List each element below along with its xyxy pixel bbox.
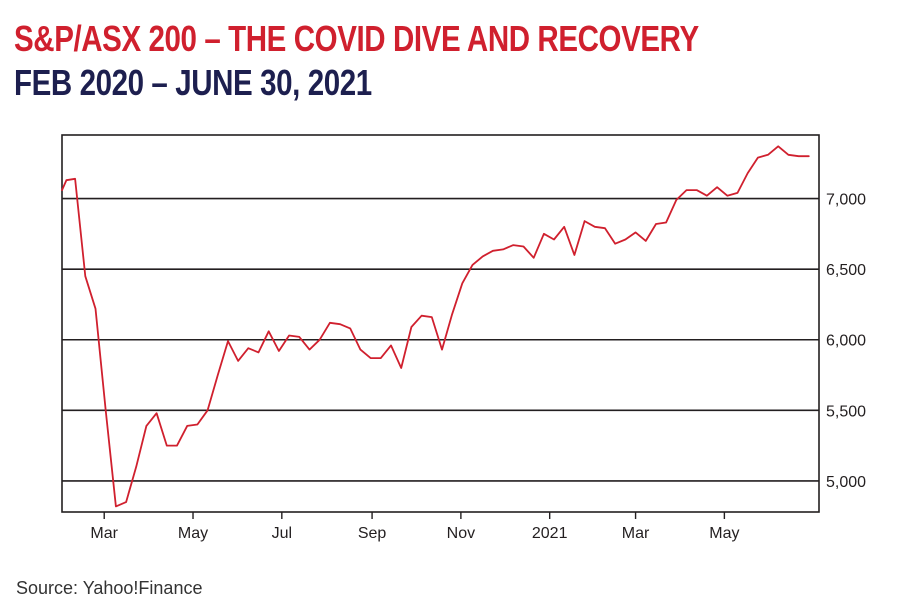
data-point <box>95 308 97 310</box>
data-point <box>635 231 637 233</box>
data-point <box>512 244 514 246</box>
data-point <box>737 192 739 194</box>
data-point <box>176 445 178 447</box>
x-tick-label: Mar <box>90 525 118 542</box>
data-point <box>441 349 443 351</box>
data-point <box>604 227 606 229</box>
x-tick-label: 2021 <box>532 525 568 542</box>
data-point <box>645 240 647 242</box>
y-tick-label: 6,500 <box>826 262 866 279</box>
data-point <box>309 349 311 351</box>
y-tick-label: 7,000 <box>826 192 866 209</box>
data-point <box>145 425 147 427</box>
data-point <box>61 189 63 191</box>
data-point <box>390 344 392 346</box>
data-point <box>696 189 698 191</box>
data-point <box>624 239 626 241</box>
data-point <box>584 220 586 222</box>
data-point <box>74 178 76 180</box>
source-note: Source: Yahoo!Finance <box>16 578 203 598</box>
data-point <box>787 154 789 156</box>
data-point <box>380 357 382 359</box>
data-point <box>767 154 769 156</box>
chart-title: S&P/ASX 200 – THE COVID DIVE AND RECOVER… <box>14 18 699 59</box>
data-point <box>217 374 219 376</box>
data-point <box>258 351 260 353</box>
data-point <box>706 195 708 197</box>
data-point <box>533 257 535 259</box>
data-point <box>410 326 412 328</box>
data-point <box>349 327 351 329</box>
data-point <box>594 226 596 228</box>
data-point <box>461 282 463 284</box>
x-tick-label: Mar <box>622 525 650 542</box>
data-point <box>777 145 779 147</box>
data-point <box>196 424 198 426</box>
data-point <box>339 323 341 325</box>
data-point <box>502 248 504 250</box>
data-point <box>319 339 321 341</box>
data-point <box>125 501 127 503</box>
data-point <box>472 264 474 266</box>
data-point <box>288 335 290 337</box>
chart-subtitle: FEB 2020 – JUNE 30, 2021 <box>14 62 372 103</box>
data-point <box>655 223 657 225</box>
data-point <box>400 367 402 369</box>
data-point <box>156 412 158 414</box>
data-point <box>726 195 728 197</box>
data-point <box>329 322 331 324</box>
data-point <box>298 336 300 338</box>
y-tick-label: 5,500 <box>826 403 866 420</box>
data-point <box>686 189 688 191</box>
data-point <box>268 330 270 332</box>
data-point <box>553 239 555 241</box>
data-point <box>543 233 545 235</box>
data-point <box>573 254 575 256</box>
data-point <box>675 199 677 201</box>
data-point <box>105 409 107 411</box>
data-point <box>492 250 494 252</box>
x-tick-label: Sep <box>358 525 387 542</box>
series-line <box>61 145 810 508</box>
data-point <box>359 349 361 351</box>
data-point <box>482 255 484 257</box>
data-point <box>747 172 749 174</box>
x-tick-label: Nov <box>447 525 475 542</box>
data-point <box>207 409 209 411</box>
data-point <box>451 313 453 315</box>
data-point <box>227 340 229 342</box>
x-tick-label: May <box>178 525 208 542</box>
data-point <box>757 157 759 159</box>
data-point <box>65 179 67 181</box>
y-tick-label: 6,000 <box>826 333 866 350</box>
chart-svg: 5,000 5,500 6,000 6,500 7,000 Mar May Jul Sep Nov… <box>61 134 866 542</box>
data-point <box>798 155 800 157</box>
data-point <box>115 505 117 507</box>
data-point <box>614 243 616 245</box>
x-tick-label: Jul <box>272 525 292 542</box>
data-point <box>247 347 249 349</box>
data-point <box>431 316 433 318</box>
data-point <box>278 350 280 352</box>
data-point <box>421 315 423 317</box>
plot-frame <box>61 134 820 513</box>
data-point <box>84 275 86 277</box>
data-point <box>135 466 137 468</box>
data-point <box>716 186 718 188</box>
data-point <box>808 155 810 157</box>
data-point <box>237 360 239 362</box>
data-point <box>563 226 565 228</box>
data-point <box>665 222 667 224</box>
data-point <box>166 445 168 447</box>
data-point <box>186 425 188 427</box>
y-tick-label: 5,000 <box>826 474 866 491</box>
data-point <box>370 357 372 359</box>
data-point <box>523 246 525 248</box>
x-tick-label: May <box>709 525 739 542</box>
